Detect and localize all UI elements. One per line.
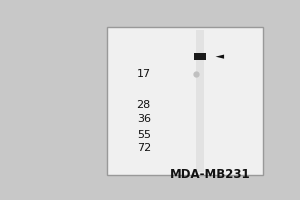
Text: MDA-MB231: MDA-MB231 bbox=[170, 168, 250, 181]
Bar bbox=[194, 53, 206, 60]
Bar bbox=[107, 27, 263, 175]
Text: 17: 17 bbox=[137, 69, 151, 79]
Polygon shape bbox=[215, 55, 224, 59]
Text: 28: 28 bbox=[136, 100, 151, 110]
Bar bbox=[196, 30, 204, 172]
Text: 36: 36 bbox=[137, 114, 151, 124]
Text: 72: 72 bbox=[136, 143, 151, 153]
Text: 55: 55 bbox=[137, 130, 151, 140]
